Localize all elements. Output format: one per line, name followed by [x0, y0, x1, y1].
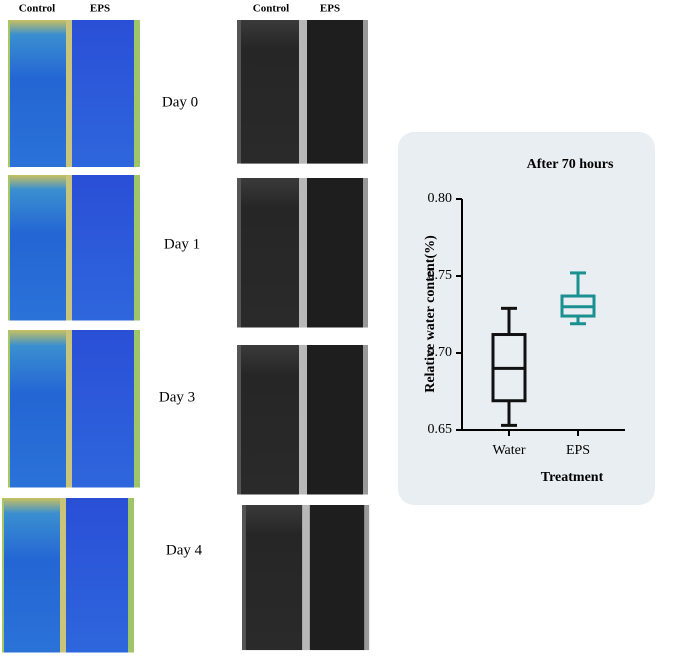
heatmap-image — [8, 20, 140, 167]
y-tick-label: 0.65 — [428, 422, 453, 437]
y-tick-label: 0.75 — [428, 268, 453, 283]
heatmap-image — [8, 175, 140, 321]
column-header: Control — [253, 3, 289, 15]
gray-image — [237, 20, 368, 164]
day-label: Day 3 — [159, 389, 195, 405]
chart-title: After 70 hours — [527, 157, 614, 172]
heatmap-image — [2, 498, 134, 653]
y-tick-label: 0.70 — [428, 345, 453, 360]
x-axis-label: Treatment — [541, 470, 604, 485]
day-label: Day 0 — [162, 94, 198, 110]
gray-image — [237, 345, 368, 495]
y-tick-label: 0.80 — [428, 191, 453, 206]
x-tick-label: EPS — [566, 443, 590, 458]
column-header: EPS — [320, 3, 340, 15]
gray-image — [237, 178, 368, 328]
heatmap-image — [8, 330, 140, 488]
y-axis-label: Relative water content(%) — [423, 235, 438, 393]
day-label: Day 4 — [166, 542, 203, 558]
column-header: EPS — [90, 3, 110, 15]
x-tick-label: Water — [492, 443, 525, 458]
gray-image — [242, 505, 370, 651]
day-label: Day 1 — [164, 236, 200, 252]
column-header: Control — [19, 3, 55, 15]
